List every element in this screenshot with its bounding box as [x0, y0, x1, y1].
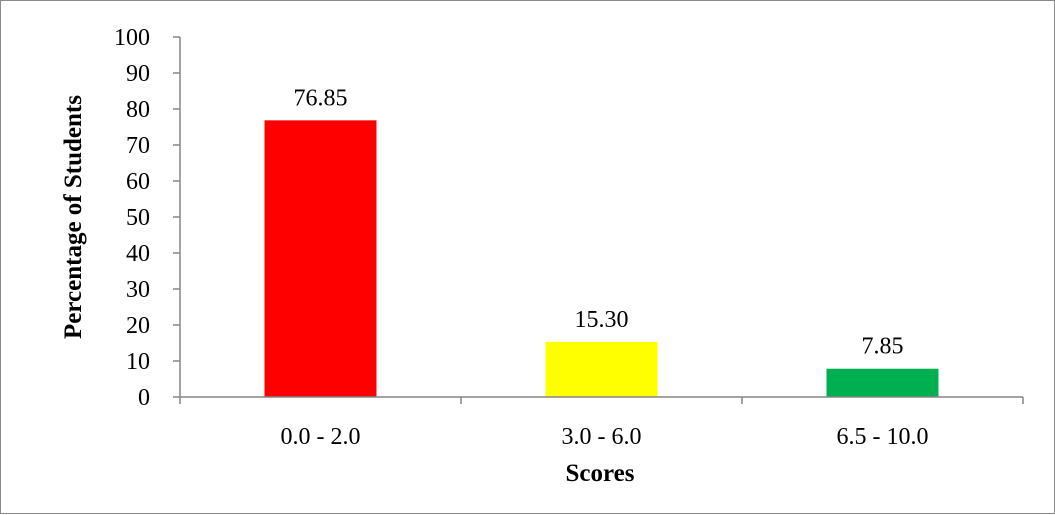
x-axis-title: Scores	[566, 460, 635, 487]
data-label: 15.30	[575, 307, 629, 333]
y-tick-label: 0	[138, 385, 150, 411]
y-tick-label: 50	[126, 205, 150, 231]
data-label: 7.85	[862, 334, 904, 360]
y-tick-label: 20	[126, 313, 150, 339]
data-label: 76.85	[294, 85, 348, 111]
x-tick-label: 3.0 - 6.0	[562, 424, 642, 450]
y-tick-label: 10	[126, 349, 150, 375]
y-tick-label: 80	[126, 97, 150, 123]
bar	[545, 341, 658, 397]
y-tick-label: 100	[114, 25, 150, 51]
data-labels: 76.85 15.30 7.85	[294, 85, 904, 359]
y-tick-label: 60	[126, 169, 150, 195]
y-axis-title: Percentage of Students	[60, 95, 87, 339]
y-tick-label: 30	[126, 277, 150, 303]
bars	[264, 120, 939, 397]
x-tick-label: 0.0 - 2.0	[281, 424, 361, 450]
y-axis-ticks: 0 10 20 30 40 50 60 70 80 90 100	[114, 25, 180, 411]
y-tick-label: 70	[126, 133, 150, 159]
x-tick-label: 6.5 - 10.0	[837, 424, 929, 450]
x-axis-ticks: 0.0 - 2.0 3.0 - 6.0 6.5 - 10.0	[179, 397, 1024, 450]
y-tick-label: 90	[126, 61, 150, 87]
bar	[826, 368, 939, 397]
bar	[264, 120, 377, 397]
y-tick-label: 40	[126, 241, 150, 267]
